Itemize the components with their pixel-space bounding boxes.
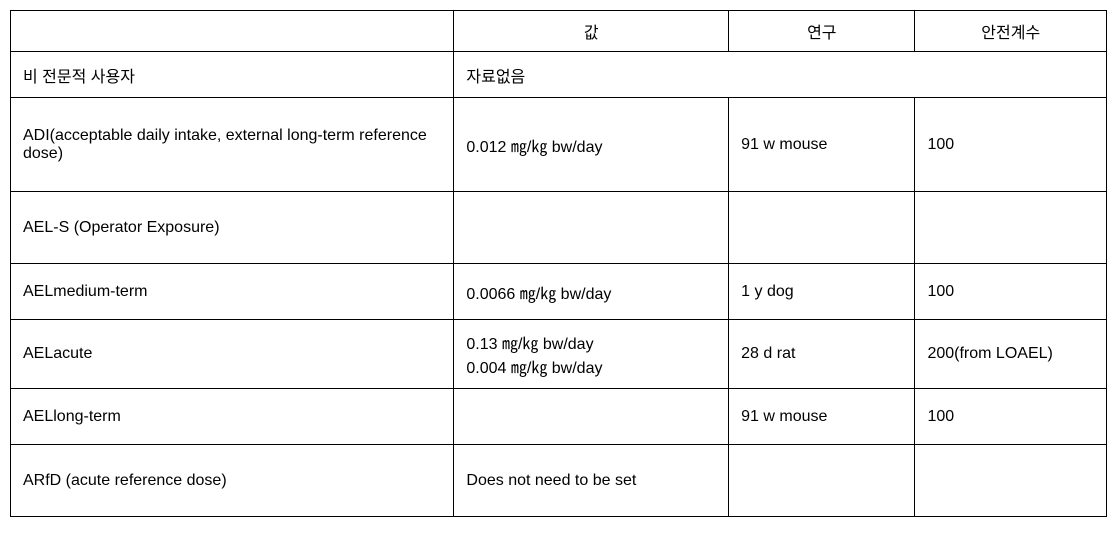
cell-value: 0.0066 ㎎/㎏ bw/day xyxy=(454,264,729,320)
cell-study: 91 w mouse xyxy=(729,389,915,445)
cell-param: AEL-S (Operator Exposure) xyxy=(11,192,454,264)
table-row: ARfD (acute reference dose) Does not nee… xyxy=(11,445,1107,517)
cell-safety-factor xyxy=(915,445,1107,517)
cell-param: ADI(acceptable daily intake, external lo… xyxy=(11,98,454,192)
cell-safety-factor: 100 xyxy=(915,98,1107,192)
table-row: ADI(acceptable daily intake, external lo… xyxy=(11,98,1107,192)
table-header-row: 값 연구 안전계수 xyxy=(11,11,1107,52)
cell-safety-factor: 100 xyxy=(915,389,1107,445)
cell-study xyxy=(729,192,915,264)
cell-study xyxy=(729,445,915,517)
table-row: AELmedium-term 0.0066 ㎎/㎏ bw/day 1 y dog… xyxy=(11,264,1107,320)
table-row: 비 전문적 사용자 자료없음 xyxy=(11,52,1107,98)
cell-param: AELacute xyxy=(11,320,454,389)
cell-param: AELmedium-term xyxy=(11,264,454,320)
cell-value: 0.13 ㎎/㎏ bw/day0.004 ㎎/㎏ bw/day xyxy=(454,320,729,389)
cell-value: Does not need to be set xyxy=(454,445,729,517)
cell-value-merged: 자료없음 xyxy=(454,52,1107,98)
cell-safety-factor: 100 xyxy=(915,264,1107,320)
cell-safety-factor: 200(from LOAEL) xyxy=(915,320,1107,389)
cell-param: AELlong-term xyxy=(11,389,454,445)
cell-safety-factor xyxy=(915,192,1107,264)
cell-value xyxy=(454,389,729,445)
cell-study: 1 y dog xyxy=(729,264,915,320)
cell-study: 28 d rat xyxy=(729,320,915,389)
col-header-safety-factor: 안전계수 xyxy=(915,11,1107,52)
table-row: AELacute 0.13 ㎎/㎏ bw/day0.004 ㎎/㎏ bw/day… xyxy=(11,320,1107,389)
table-row: AEL-S (Operator Exposure) xyxy=(11,192,1107,264)
cell-value: 0.012 ㎎/㎏ bw/day xyxy=(454,98,729,192)
col-header-param xyxy=(11,11,454,52)
col-header-value: 값 xyxy=(454,11,729,52)
table-row: AELlong-term 91 w mouse 100 xyxy=(11,389,1107,445)
cell-param: 비 전문적 사용자 xyxy=(11,52,454,98)
cell-study: 91 w mouse xyxy=(729,98,915,192)
col-header-study: 연구 xyxy=(729,11,915,52)
cell-param: ARfD (acute reference dose) xyxy=(11,445,454,517)
cell-value xyxy=(454,192,729,264)
reference-dose-table: 값 연구 안전계수 비 전문적 사용자 자료없음 ADI(acceptable … xyxy=(10,10,1107,517)
